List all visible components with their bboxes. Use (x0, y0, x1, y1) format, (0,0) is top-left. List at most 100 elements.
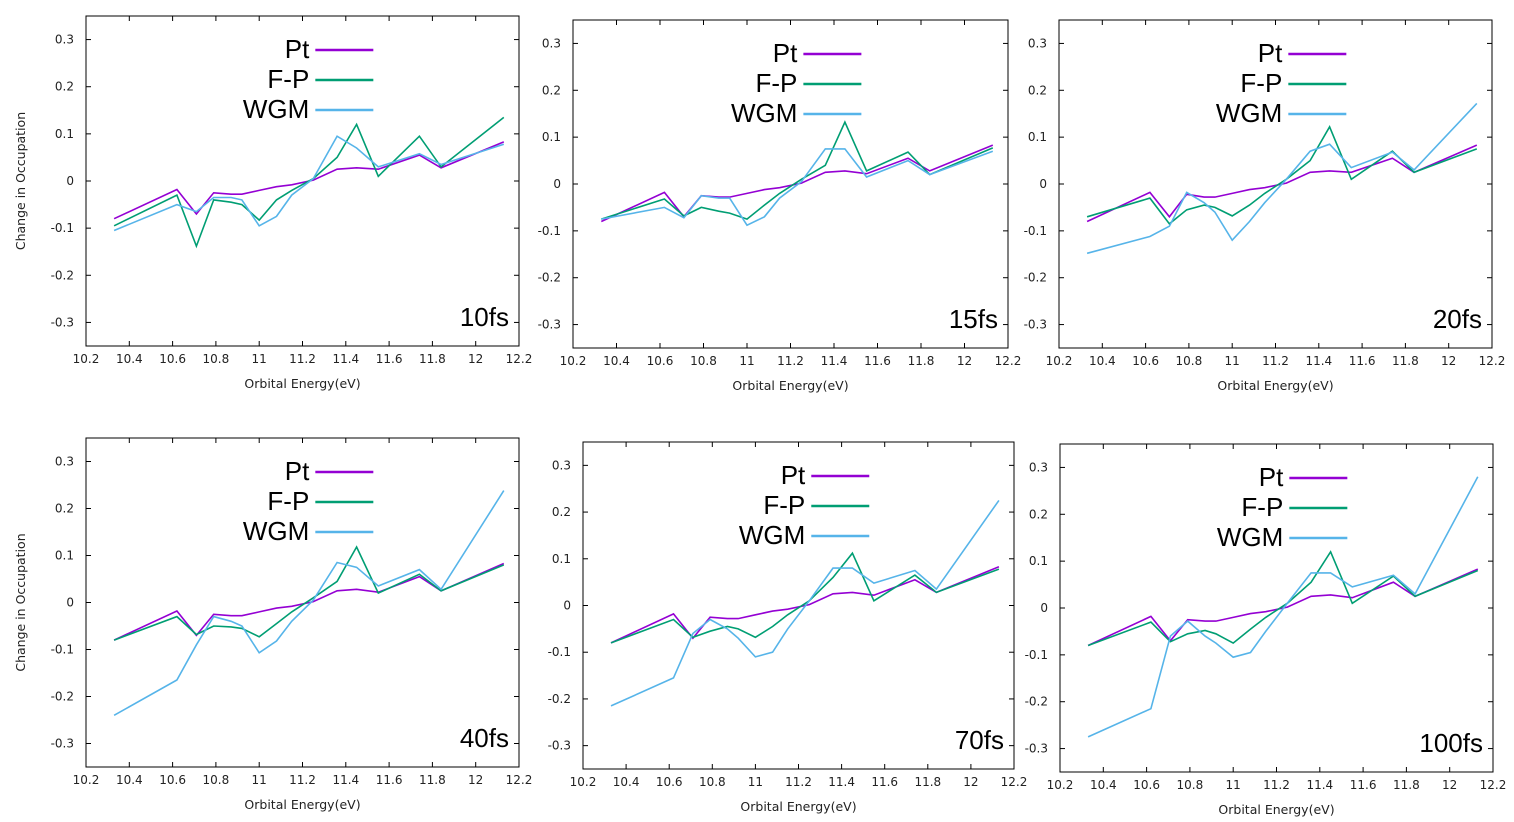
y-tick-label: 0.1 (542, 130, 561, 144)
x-tick-label: 10.8 (1176, 354, 1203, 368)
time-annotation: 20fs (1433, 304, 1482, 334)
y-tick-label: -0.2 (51, 268, 74, 282)
y-tick-label: -0.2 (1025, 695, 1048, 709)
legend-label: F-P (763, 490, 805, 520)
x-tick-label: 10.8 (690, 354, 717, 368)
x-tick-label: 10.6 (159, 773, 186, 787)
x-tick-label: 11.2 (777, 354, 804, 368)
legend-label: F-P (267, 486, 309, 516)
y-tick-label: 0 (553, 177, 561, 191)
x-tick-label: 11.2 (1263, 778, 1290, 792)
y-tick-label: 0.1 (1028, 130, 1047, 144)
x-tick-label: 12 (1442, 778, 1457, 792)
x-tick-label: 10.8 (1177, 778, 1204, 792)
x-tick-label: 10.8 (203, 352, 230, 366)
x-tick-label: 11 (252, 773, 267, 787)
series-line-pt (113, 562, 505, 641)
x-tick-label: 11.8 (908, 354, 935, 368)
x-axis-label: Orbital Energy(eV) (740, 799, 856, 814)
x-tick-label: 11.4 (332, 773, 359, 787)
x-axis-label: Orbital Energy(eV) (732, 378, 848, 393)
y-tick-label: 0.2 (55, 502, 74, 516)
x-tick-label: 12 (468, 773, 483, 787)
y-tick-label: -0.1 (51, 643, 74, 657)
series-line-wgm (1087, 476, 1479, 738)
x-tick-label: 12 (963, 775, 978, 789)
time-annotation: 10fs (460, 302, 509, 332)
y-tick-label: -0.3 (1024, 318, 1047, 332)
x-axis-label: Orbital Energy(eV) (244, 376, 360, 391)
x-tick-label: 10.6 (1132, 354, 1159, 368)
series-line-pt (600, 144, 994, 223)
x-tick-label: 11.2 (1262, 354, 1289, 368)
series-line-wgm (113, 490, 505, 716)
x-tick-label: 11 (252, 352, 267, 366)
time-annotation: 15fs (949, 304, 998, 334)
x-axis-label: Orbital Energy(eV) (1217, 378, 1333, 393)
legend-label: F-P (1240, 68, 1282, 98)
x-tick-label: 11.8 (914, 775, 941, 789)
chart-panel-5: 0.3 0.2 0.1 0 -0.1 -0.2 -0.3 10.2 10.4 10.6 10.8 11… (1025, 443, 1506, 817)
x-tick-label: 12.2 (1479, 354, 1506, 368)
x-tick-label: 11.6 (871, 775, 898, 789)
x-tick-label: 11.4 (821, 354, 848, 368)
x-tick-label: 10.4 (1090, 778, 1117, 792)
x-tick-label: 10.4 (116, 352, 143, 366)
y-tick-label: -0.3 (538, 318, 561, 332)
x-tick-label: 12 (1441, 354, 1456, 368)
series-line-f-p (610, 551, 1000, 644)
x-tick-label: 11.8 (1392, 354, 1419, 368)
series-line-f-p (113, 116, 505, 249)
x-tick-label: 12.2 (506, 352, 533, 366)
y-tick-label: -0.2 (51, 690, 74, 704)
legend-label: WGM (243, 94, 309, 124)
legend-label: Pt (285, 456, 310, 486)
series-line-f-p (1086, 124, 1478, 225)
time-annotation: 100fs (1419, 728, 1483, 758)
x-tick-label: 12.2 (995, 354, 1022, 368)
series-line-wgm (113, 135, 505, 232)
legend-label: Pt (1259, 462, 1284, 492)
legend-label: WGM (1216, 98, 1282, 128)
x-tick-label: 11.6 (1349, 354, 1376, 368)
y-tick-label: 0.3 (552, 458, 571, 472)
x-tick-label: 10.2 (73, 773, 100, 787)
y-tick-label: 0.1 (55, 549, 74, 563)
y-tick-label: 0 (1040, 601, 1048, 615)
y-tick-label: -0.3 (548, 739, 571, 753)
y-tick-label: 0.1 (552, 552, 571, 566)
y-tick-label: 0.1 (1029, 554, 1048, 568)
chart-panel-2: 0.3 0.2 0.1 0 -0.1 -0.2 -0.3 10.2 10.4 10.6 10.8 11… (1024, 19, 1506, 393)
x-tick-label: 10.8 (699, 775, 726, 789)
series-line-wgm (601, 148, 994, 227)
y-tick-label: 0 (563, 599, 571, 613)
time-annotation: 70fs (955, 725, 1004, 755)
x-tick-label: 10.2 (1046, 354, 1073, 368)
x-tick-label: 11.4 (1306, 778, 1333, 792)
legend-label: F-P (755, 68, 797, 98)
x-tick-label: 11.6 (376, 352, 403, 366)
y-tick-label: 0.1 (55, 127, 74, 141)
series-line-pt (610, 565, 1000, 644)
x-tick-label: 11.2 (289, 352, 316, 366)
legend-label: F-P (1241, 492, 1283, 522)
legend-label: WGM (1217, 522, 1283, 552)
x-tick-label: 11.8 (419, 773, 446, 787)
y-tick-label: 0.2 (552, 505, 571, 519)
series-line-f-p (113, 545, 505, 641)
y-tick-label: -0.3 (1025, 742, 1048, 756)
y-tick-label: -0.2 (548, 692, 571, 706)
legend-label: Pt (773, 38, 798, 68)
y-tick-label: 0.2 (542, 83, 561, 97)
series-line-pt (113, 141, 505, 220)
x-tick-label: 10.2 (73, 352, 100, 366)
y-tick-label: 0.2 (1028, 83, 1047, 97)
y-tick-label: 0.3 (55, 33, 74, 47)
legend-label: Pt (781, 460, 806, 490)
x-tick-label: 10.6 (656, 775, 683, 789)
chart-panel-0: 0.3 0.2 0.1 0 -0.1 -0.2 -0.3 10.2 10.4 10.6 10.8 11… (13, 15, 533, 391)
x-tick-label: 11.8 (419, 352, 446, 366)
x-tick-label: 10.2 (560, 354, 587, 368)
x-tick-label: 10.6 (1133, 778, 1160, 792)
y-axis-label: Change in Occupation (13, 112, 28, 250)
